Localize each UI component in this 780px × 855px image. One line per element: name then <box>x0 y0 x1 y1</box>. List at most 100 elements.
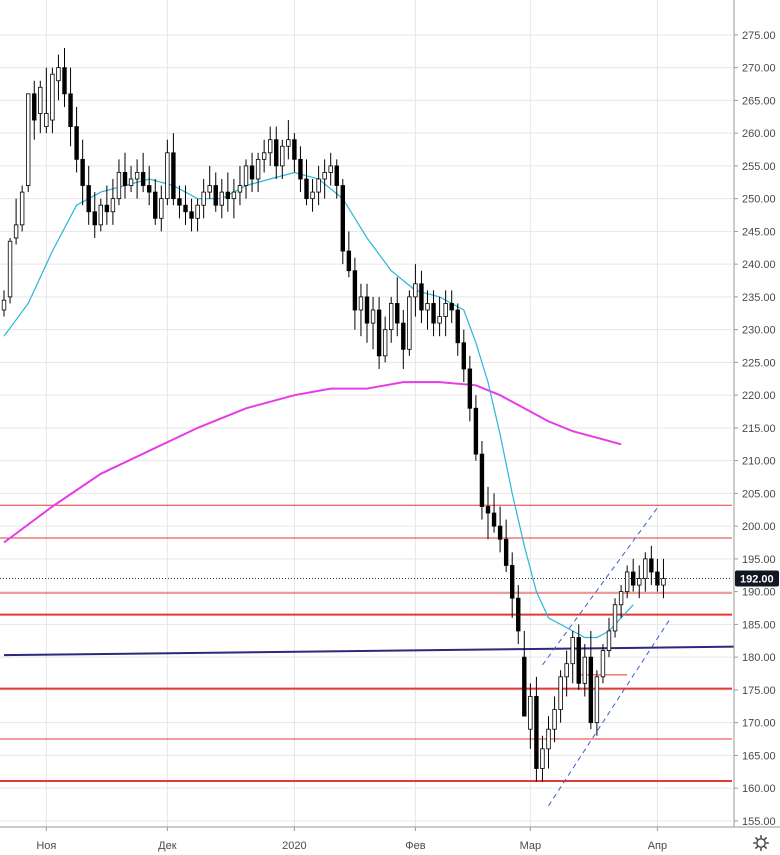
y-tick-label: 215.00 <box>742 423 776 435</box>
candle <box>98 198 103 232</box>
candle-body <box>485 506 491 514</box>
candle <box>292 133 297 173</box>
candle-body <box>116 172 122 200</box>
candle <box>310 179 315 212</box>
candle <box>443 290 448 337</box>
candle <box>497 506 503 553</box>
candle-body <box>643 558 648 579</box>
candle-body <box>140 172 146 186</box>
candle <box>171 133 176 206</box>
candle <box>346 231 352 278</box>
x-tick-label: Ноя <box>36 840 56 852</box>
candle-body <box>576 637 581 684</box>
candle <box>159 185 164 232</box>
candle-body <box>255 158 261 180</box>
candle-body <box>7 240 13 298</box>
candle <box>19 185 25 232</box>
candle <box>376 296 382 369</box>
candle-body <box>183 204 188 213</box>
candle <box>177 185 182 219</box>
candle-body <box>655 571 660 586</box>
candle <box>419 270 424 324</box>
candle-body <box>382 329 388 357</box>
candle <box>74 106 79 173</box>
candle-body <box>261 152 267 160</box>
candle-body <box>413 283 418 298</box>
candle <box>13 198 19 245</box>
candle <box>56 54 61 101</box>
candle-body <box>243 165 249 186</box>
candle-body <box>649 558 654 573</box>
candle-body <box>552 709 557 730</box>
candle <box>153 179 158 225</box>
y-tick-label: 260.00 <box>742 128 776 140</box>
candle <box>116 159 122 206</box>
candle-body <box>558 676 563 710</box>
candle <box>213 172 218 212</box>
candle <box>225 172 231 212</box>
candle-body <box>461 342 466 370</box>
candle <box>413 264 418 317</box>
candle-body <box>328 165 333 173</box>
y-tick-label: 165.00 <box>742 750 776 762</box>
candle-body <box>588 656 594 724</box>
candle-body <box>437 316 442 324</box>
candle <box>582 644 587 697</box>
candle <box>655 558 660 592</box>
candle-body <box>528 696 533 730</box>
candle-body <box>171 152 176 200</box>
grid-lines <box>0 0 732 827</box>
candle <box>485 486 491 540</box>
y-tick-label: 235.00 <box>742 292 776 304</box>
candle <box>334 159 339 199</box>
candle-body <box>479 453 485 507</box>
candle <box>32 80 37 140</box>
candle <box>564 650 569 697</box>
candle <box>255 152 261 193</box>
candle-body <box>497 525 503 540</box>
y-tick-label: 190.00 <box>742 587 776 599</box>
candle-body <box>122 172 128 186</box>
candle <box>388 296 394 343</box>
candle <box>340 179 345 265</box>
candle-body <box>516 597 521 632</box>
candle <box>134 159 140 199</box>
candle <box>86 165 91 225</box>
candle <box>503 519 509 572</box>
y-tick-label: 185.00 <box>742 619 776 631</box>
candle-body <box>637 578 642 586</box>
candle-body <box>395 303 400 324</box>
x-tick-label: Дек <box>158 840 177 852</box>
price-axis[interactable]: 155.00 160.00 165.00 170.00 175.00 180.00 185.… <box>733 0 776 828</box>
candle <box>261 139 267 173</box>
candle-body <box>606 630 612 652</box>
candle <box>624 565 630 599</box>
y-tick-label: 240.00 <box>742 259 776 271</box>
gear-icon[interactable] <box>753 835 769 851</box>
candle <box>528 683 533 749</box>
candle-body <box>298 158 303 180</box>
candle <box>128 165 134 193</box>
candle <box>231 179 237 219</box>
candle-body <box>38 86 43 114</box>
candle <box>437 296 442 337</box>
candle <box>237 165 243 206</box>
y-tick-label: 175.00 <box>742 685 776 697</box>
time-axis[interactable]: Ноя Дек 2020 Фев Мар Апр <box>0 826 780 852</box>
candle-body <box>74 126 79 160</box>
candle-body <box>32 93 37 121</box>
candle-body <box>128 178 134 186</box>
candle-body <box>503 538 509 566</box>
candle <box>425 290 430 330</box>
channel-line <box>542 507 658 666</box>
candle <box>274 126 279 179</box>
candle-body <box>280 145 285 167</box>
candle <box>395 277 400 337</box>
candle <box>358 283 364 337</box>
y-tick-label: 230.00 <box>742 325 776 337</box>
candle <box>576 624 581 690</box>
candle-body <box>443 303 448 317</box>
last-price-value: 192.00 <box>740 574 774 586</box>
candle <box>183 185 188 225</box>
